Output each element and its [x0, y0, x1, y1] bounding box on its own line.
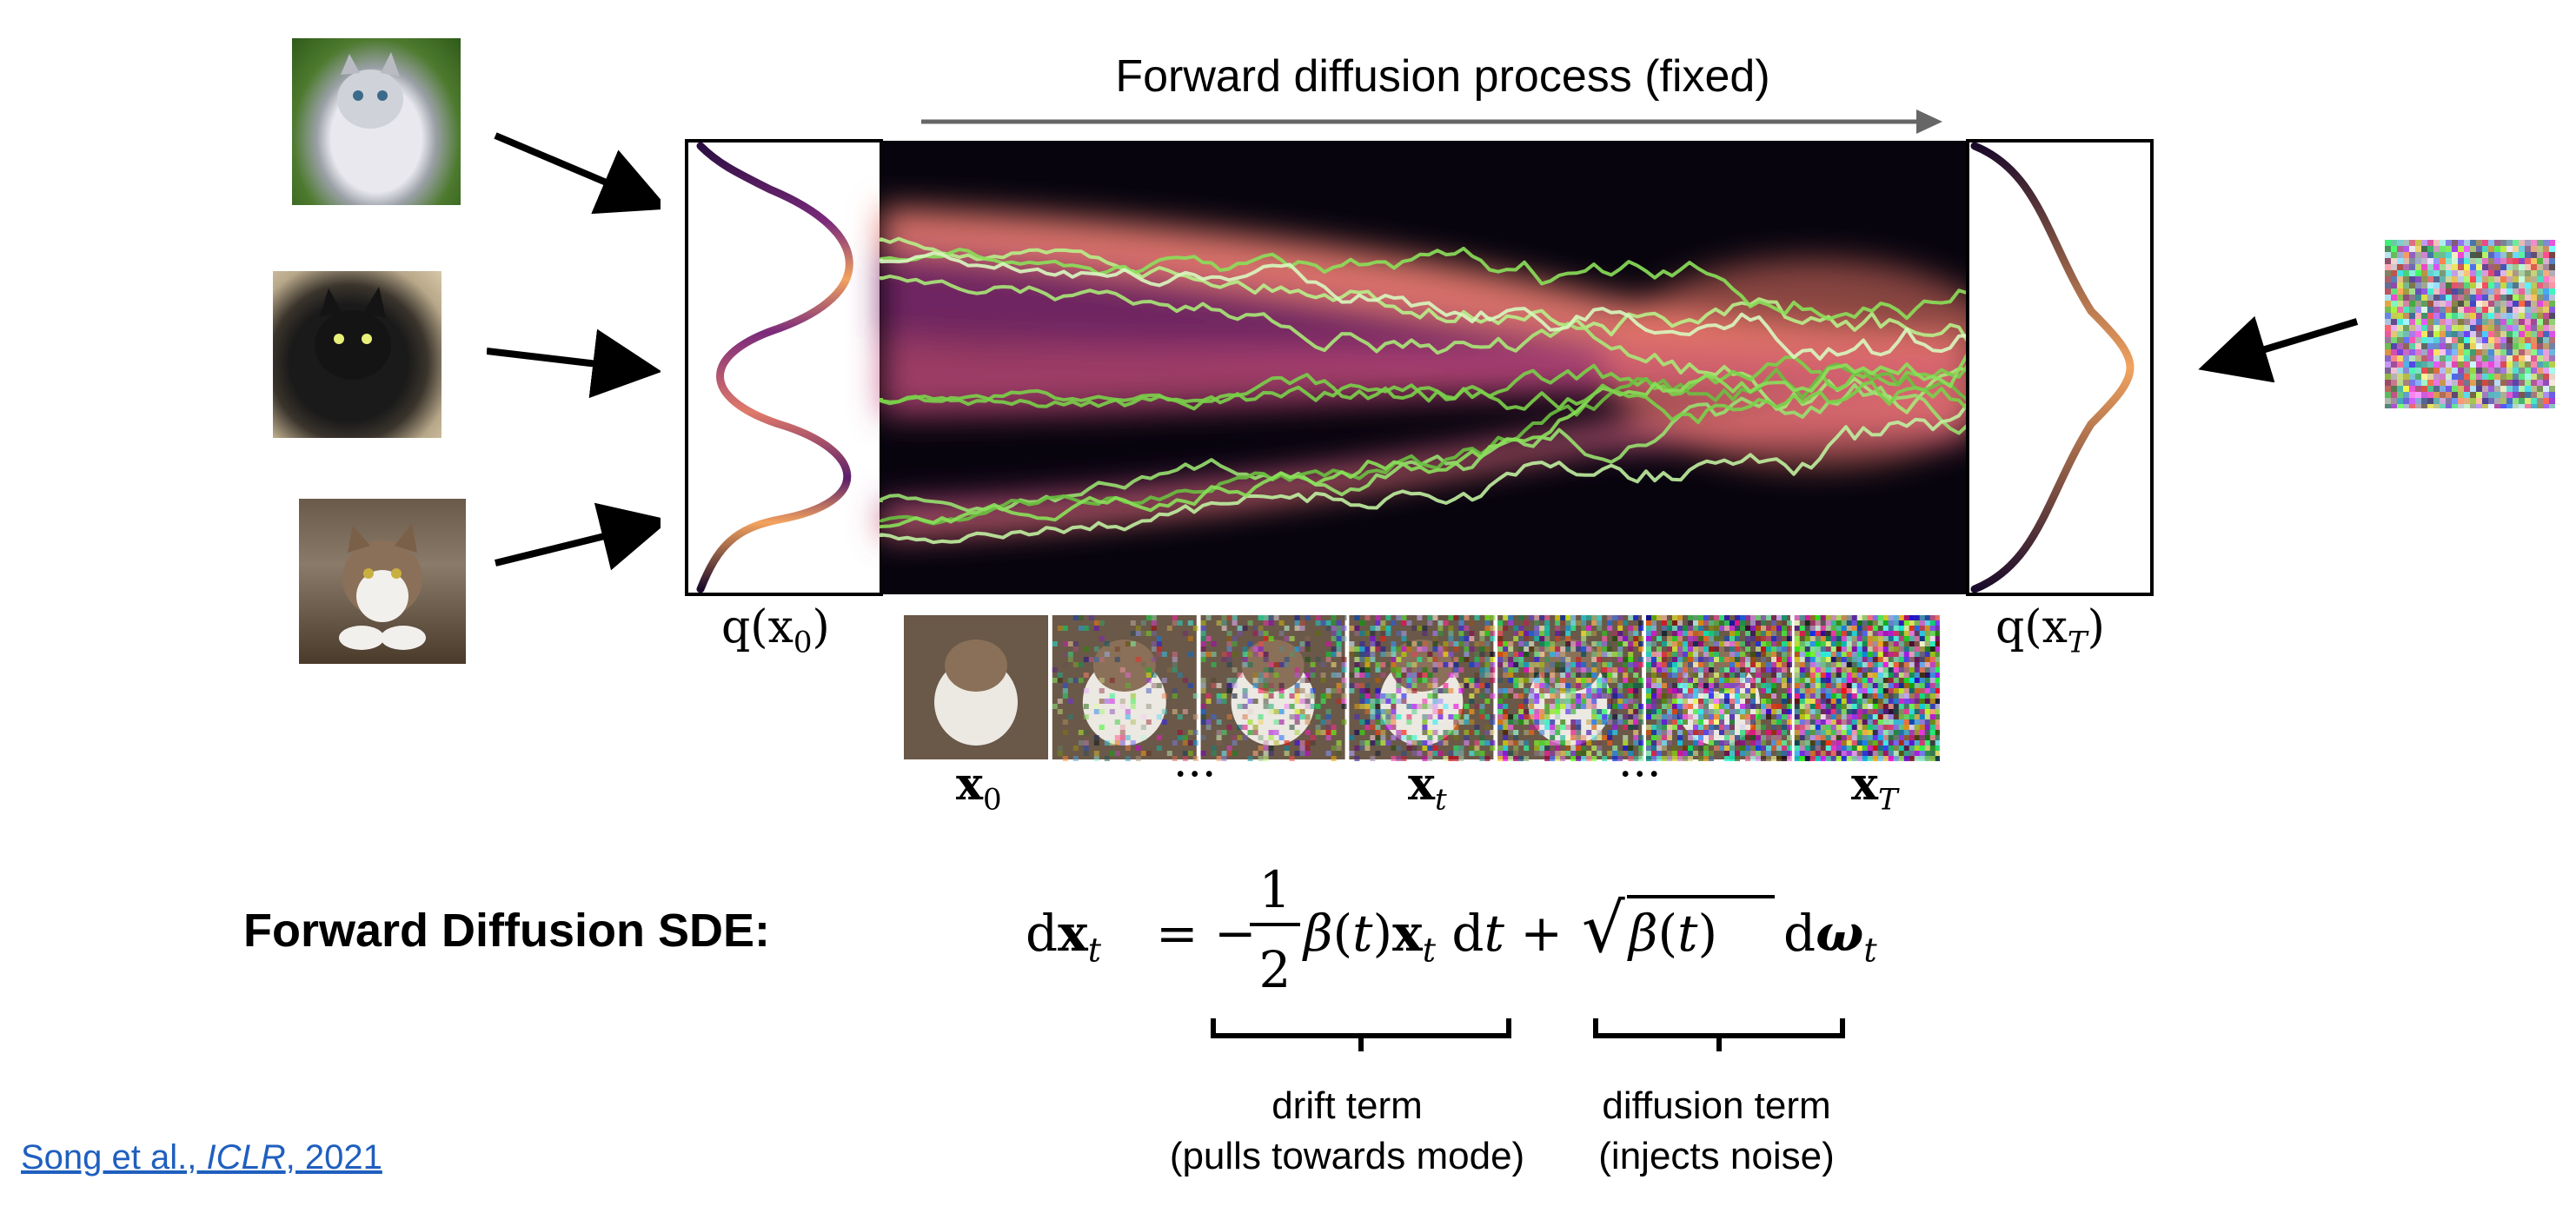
timeline-xT: xT	[1851, 758, 1898, 818]
noisy-image-sequence	[904, 615, 1941, 761]
q-xT-curve	[1970, 142, 2134, 593]
cat-photo-black	[273, 271, 442, 438]
reference-link[interactable]: Song et al., ICLR, 2021	[21, 1138, 382, 1177]
eq-sqrt: √	[1582, 890, 1625, 968]
timeline-ellipsis-2: ···	[1618, 749, 1662, 801]
noise-arrow	[2198, 315, 2359, 382]
q-x0-label: q(x0)	[721, 601, 830, 660]
eq-lhs: dxt	[1026, 904, 1102, 970]
sde-label: Forward Diffusion SDE:	[243, 905, 770, 957]
eq-dw: dωt	[1783, 904, 1877, 970]
noise-image	[2385, 240, 2555, 408]
timeline-xt: xt	[1408, 758, 1447, 818]
eq-frac-den: 2	[1258, 940, 1291, 999]
eq-drift: β(t)xt dt +	[1304, 904, 1563, 970]
q-x0-curve	[696, 142, 853, 593]
forward-arrow	[921, 109, 1942, 134]
braces	[1211, 1018, 1845, 1051]
timeline-ellipsis-1: ···	[1173, 749, 1217, 801]
q-xT-label: q(xT)	[1995, 601, 2105, 660]
eq-frac-num: 1	[1258, 860, 1291, 919]
drift-term-label: drift term (pulls towards mode)	[1169, 1084, 1525, 1177]
input-arrows	[487, 132, 661, 571]
density-panel	[685, 139, 2154, 596]
cat-photo-tabby	[299, 499, 466, 664]
eq-equals: = −	[1156, 904, 1257, 963]
diagram-title: Forward diffusion process (fixed)	[1115, 51, 1770, 102]
diffusion-term-label: diffusion term (injects noise)	[1598, 1084, 1835, 1177]
cat-photo-gray	[292, 38, 461, 205]
timeline-x0: x0	[956, 758, 1002, 818]
eq-sqrt-content: β(t)	[1629, 904, 1718, 963]
